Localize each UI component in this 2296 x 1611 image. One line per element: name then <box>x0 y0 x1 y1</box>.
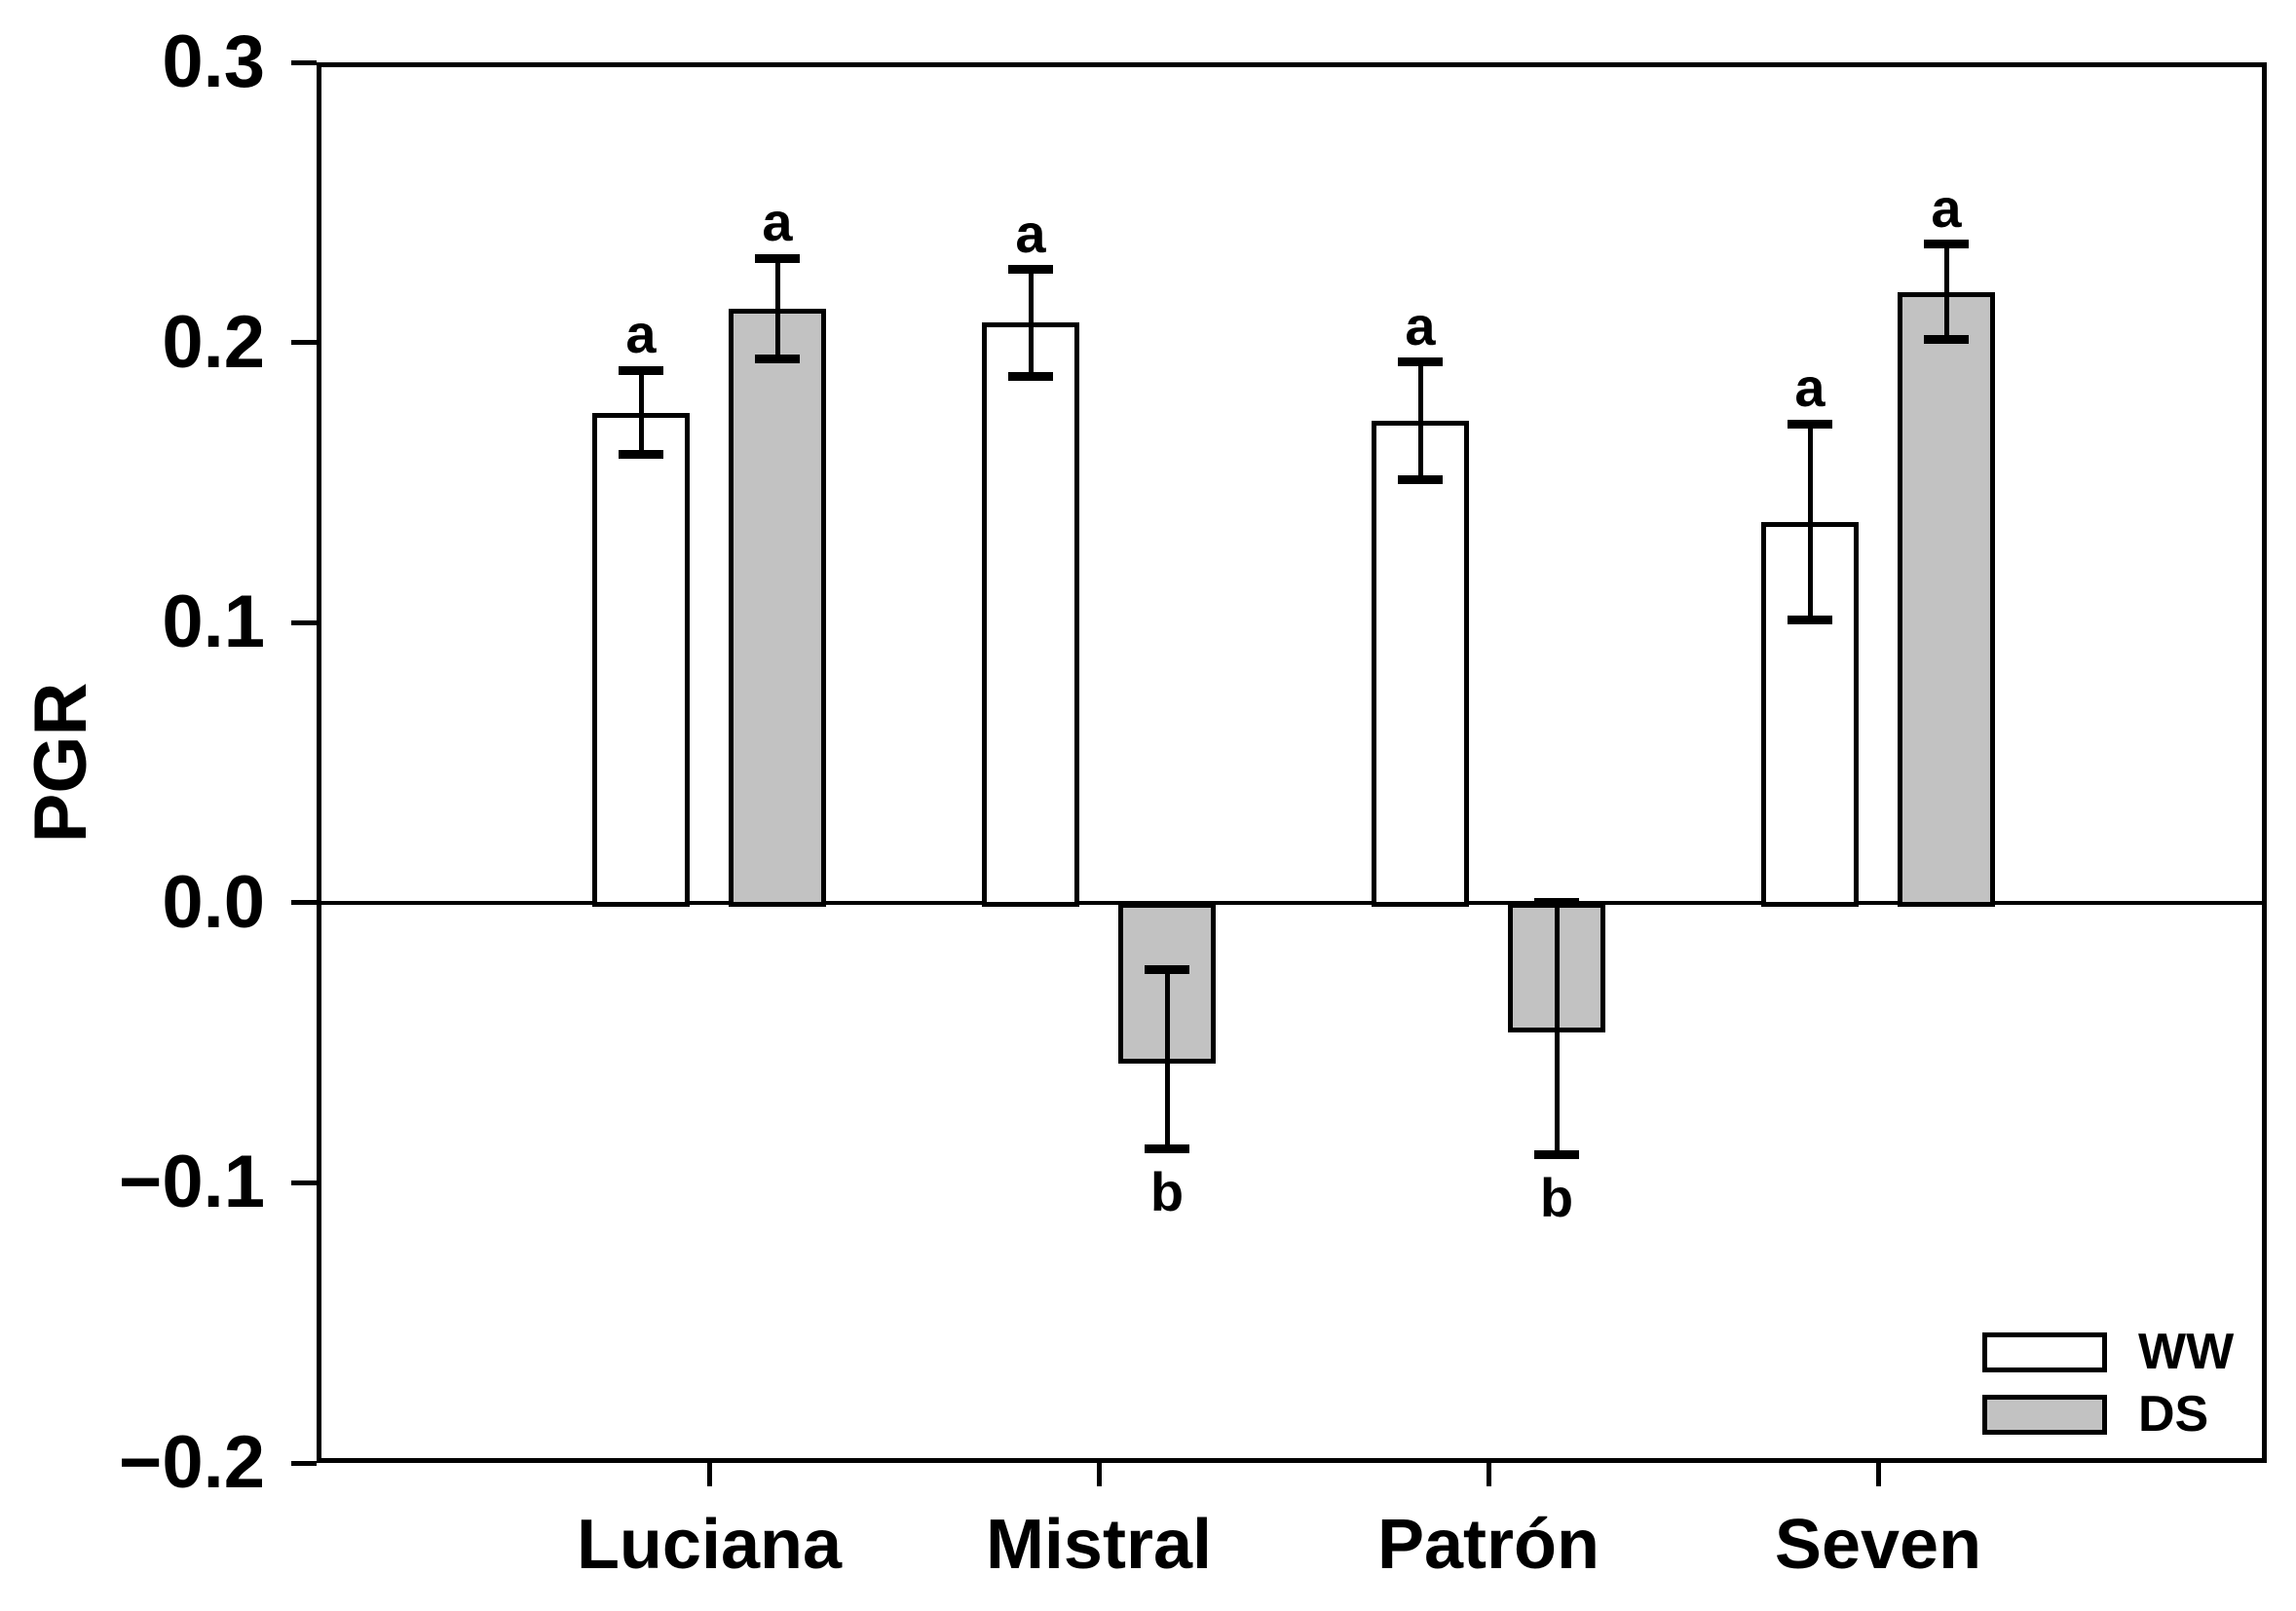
error-cap-bottom-mistral-ds <box>1145 1144 1189 1154</box>
y-tick-0.2 <box>291 340 317 346</box>
error-bar-patron-ww <box>1417 361 1423 480</box>
x-label-mistral: Mistral <box>985 1506 1213 1584</box>
x-tick-mistral <box>1096 1463 1102 1486</box>
bar-patron-ww <box>1372 421 1469 907</box>
y-tick-label-0.1: 0.1 <box>162 581 265 664</box>
y-tick-label-0.3: 0.3 <box>162 20 265 103</box>
error-cap-top-luciana-ww <box>619 365 663 375</box>
y-tick-label-−0.1: −0.1 <box>118 1141 265 1224</box>
bar-luciana-ww <box>592 412 690 907</box>
legend-item-ds: DS <box>1982 1389 2208 1440</box>
error-bar-seven-ww <box>1807 424 1813 620</box>
x-label-patron: Patrón <box>1376 1506 1600 1584</box>
sig-letter-luciana-ds: a <box>762 191 793 253</box>
error-cap-bottom-seven-ds <box>1924 335 1969 345</box>
plot-frame <box>317 62 2267 1463</box>
error-cap-bottom-patron-ds <box>1534 1150 1579 1160</box>
error-bar-luciana-ww <box>638 370 644 455</box>
error-bar-seven-ds <box>1943 244 1949 340</box>
y-tick-label-0.0: 0.0 <box>162 860 265 944</box>
y-tick-label-0.2: 0.2 <box>162 300 265 384</box>
error-cap-bottom-patron-ww <box>1398 475 1443 485</box>
sig-letter-patron-ds: b <box>1539 1166 1574 1228</box>
error-cap-bottom-luciana-ww <box>619 450 663 460</box>
y-tick-−0.1 <box>291 1180 317 1185</box>
bar-mistral-ww <box>982 322 1079 907</box>
sig-letter-mistral-ds: b <box>1149 1160 1185 1222</box>
error-cap-top-mistral-ww <box>1008 265 1053 275</box>
y-tick-0.0 <box>291 900 317 906</box>
sig-letter-luciana-ww: a <box>625 303 657 365</box>
bar-seven-ds <box>1898 291 1995 907</box>
legend-label-ww: WW <box>2138 1324 2235 1380</box>
error-cap-bottom-mistral-ww <box>1008 371 1053 381</box>
y-tick-0.3 <box>291 59 317 65</box>
error-cap-top-patron-ww <box>1398 357 1443 367</box>
zero-baseline <box>317 900 2267 905</box>
error-bar-luciana-ds <box>774 258 780 359</box>
y-tick-label-−0.2: −0.2 <box>118 1421 265 1504</box>
error-cap-top-seven-ds <box>1924 240 1969 249</box>
x-tick-seven <box>1875 1463 1881 1486</box>
x-tick-luciana <box>706 1463 712 1486</box>
error-bar-mistral-ww <box>1028 269 1034 377</box>
legend-swatch-ww <box>1982 1331 2107 1372</box>
y-tick-0.1 <box>291 619 317 625</box>
legend-swatch-ds <box>1982 1394 2107 1435</box>
x-tick-patron <box>1486 1463 1491 1486</box>
error-cap-top-seven-ww <box>1788 419 1832 429</box>
error-cap-top-patron-ds <box>1534 898 1579 908</box>
error-cap-bottom-seven-ww <box>1788 615 1832 624</box>
error-cap-top-mistral-ds <box>1145 965 1189 975</box>
error-cap-bottom-luciana-ds <box>755 355 800 364</box>
x-label-luciana: Luciana <box>576 1506 843 1584</box>
legend-item-ww: WW <box>1982 1327 2234 1377</box>
sig-letter-seven-ds: a <box>1931 176 1962 239</box>
x-label-seven: Seven <box>1774 1506 1982 1584</box>
sig-letter-patron-ww: a <box>1405 294 1436 356</box>
error-cap-top-luciana-ds <box>755 253 800 263</box>
sig-letter-seven-ww: a <box>1794 356 1826 418</box>
legend-label-ds: DS <box>2138 1386 2209 1442</box>
error-bar-patron-ds <box>1554 902 1560 1155</box>
sig-letter-mistral-ww: a <box>1015 202 1046 264</box>
y-tick-−0.2 <box>291 1460 317 1466</box>
bar-luciana-ds <box>729 309 826 907</box>
error-bar-mistral-ds <box>1164 969 1170 1149</box>
